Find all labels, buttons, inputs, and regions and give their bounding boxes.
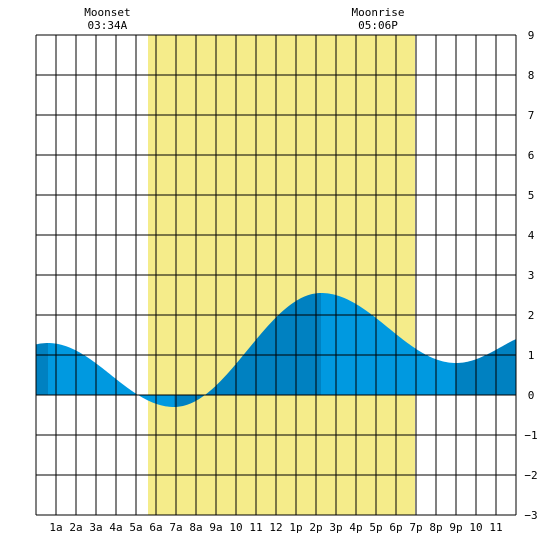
x-tick-label: 2p [309,521,322,534]
grid-layer [35,34,517,516]
y-tick-label: 3 [528,269,535,282]
x-tick-label: 8a [189,521,202,534]
y-tick-label: 2 [528,309,535,322]
x-tick-label: 3p [329,521,342,534]
x-tick-label: 9a [209,521,222,534]
y-tick-label: 5 [528,189,535,202]
x-tick-label: 8p [429,521,442,534]
x-tick-label: 3a [89,521,102,534]
tide-area-falling [321,293,456,395]
x-tick-label: 5p [369,521,382,534]
x-tick-label: 11 [249,521,262,534]
tide-area-layer [36,293,516,407]
annotation-time: 05:06P [358,19,398,32]
x-tick-label: 11 [489,521,502,534]
x-tick-label: 1a [49,521,62,534]
x-tick-label: 6p [389,521,402,534]
x-tick-label: 6a [149,521,162,534]
y-tick-label: 9 [528,29,535,42]
tide-area-rising [456,339,516,395]
y-tick-label: 1 [528,349,535,362]
x-tick-label: 9p [449,521,462,534]
tide-area-rising [36,343,48,395]
y-tick-label: 0 [528,389,535,402]
x-tick-label: 7p [409,521,422,534]
y-tick-label: 8 [528,69,535,82]
x-tick-label: 5a [129,521,142,534]
x-tick-label: 12 [269,521,282,534]
tide-area-falling [48,343,174,407]
annotation-title: Moonrise [352,6,405,19]
y-tick-label: 4 [528,229,535,242]
x-tick-label: 7a [169,521,182,534]
annotation-title: Moonset [84,6,130,19]
x-tick-label: 10 [229,521,242,534]
x-tick-label: 2a [69,521,82,534]
y-tick-label: −3 [524,509,537,522]
y-tick-label: −1 [524,429,537,442]
x-tick-labels: 1a 2a 3a 4a 5a 6a 7a 8a 9a 10 11 12 1p 2p 3p 4p 5p 6p 7p 8p… [49,521,502,534]
y-tick-label: 6 [528,149,535,162]
x-tick-label: 4a [109,521,122,534]
annotation-time: 03:34A [88,19,128,32]
x-tick-label: 10 [469,521,482,534]
y-tick-labels: −3 −2 −1 0 1 2 3 4 5 6 7 8 9 [524,29,537,522]
y-tick-label: −2 [524,469,537,482]
tide-area-rising [174,293,321,407]
x-tick-label: 4p [349,521,362,534]
y-tick-label: 7 [528,109,535,122]
x-tick-label: 1p [289,521,302,534]
